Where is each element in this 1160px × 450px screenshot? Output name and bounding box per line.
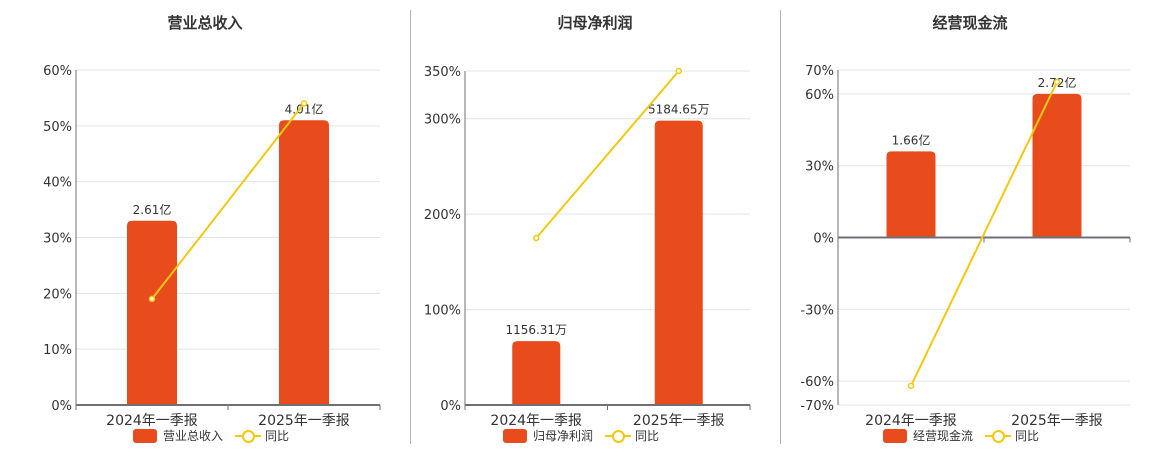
yoy-line (910, 81, 1058, 387)
y-tick-label: 40% (43, 176, 72, 191)
y-tick-label: 60% (43, 64, 72, 79)
yoy-line (151, 102, 305, 300)
y-tick-label: 0% (51, 399, 72, 414)
bar-value-label: 4.01亿 (285, 101, 324, 116)
chart-cashflow-plot: -70%-60%-30%0%30%60%70%1.66亿2024年一季报2.72… (800, 64, 1131, 429)
bar-value-label: 1156.31万 (505, 323, 567, 337)
yoy-line (535, 70, 680, 239)
panel-divider (780, 10, 781, 444)
line-legend-icon[interactable] (985, 429, 1012, 443)
y-tick-label: 20% (43, 287, 72, 302)
chart-legend: 归母净利润 同比 (503, 427, 659, 444)
x-tick-label: 2024年一季报 (490, 413, 582, 429)
bar (886, 151, 936, 238)
bar-legend-swatch[interactable] (133, 428, 157, 443)
x-tick-label: 2025年一季报 (1011, 413, 1103, 429)
yoy-point (533, 234, 540, 242)
x-tick-label: 2024年一季报 (106, 413, 198, 429)
yoy-point (907, 382, 915, 390)
chart-cashflow-panel: 经营现金流 -70% -60% -30% 0% 30% 60% 70% 1.66亿 2024年一… (780, 0, 1160, 450)
x-tick-label: 2024年一季报 (865, 413, 957, 429)
bar (127, 220, 177, 405)
chart-revenue-panel: 营业总收入 0% 10% 20% 30% 40% 50% 60% 2.61亿 2024年一季报 4… (0, 0, 410, 450)
line-legend-icon[interactable] (605, 429, 632, 443)
line-legend-label[interactable]: 同比 (635, 429, 660, 443)
y-tick-label: 50% (43, 120, 72, 135)
chart-net-profit-plot: 0% 100% 200% 300% 350% 1156.31万 2024年一季报 5184.6… (424, 65, 751, 429)
y-tick-label: 10% (43, 343, 72, 358)
bar (512, 341, 561, 405)
chart-title: 营业总收入 (167, 14, 243, 32)
bar-legend-label[interactable]: 归母净利润 (533, 429, 594, 443)
bar-legend-swatch[interactable] (503, 428, 527, 443)
bar-legend-swatch[interactable] (883, 428, 907, 443)
bar-value-label: 2.61亿 (133, 202, 172, 217)
chart-legend: 经营现金流 同比 (883, 427, 1039, 444)
y-tick-label: -60% (800, 375, 834, 390)
chart-title: 经营现金流 (932, 14, 1008, 32)
y-tick-label: 0% (813, 232, 834, 247)
y-tick-label: 0% (440, 399, 461, 414)
bar-legend-label[interactable]: 经营现金流 (913, 429, 974, 443)
y-tick-label: 100% (424, 304, 461, 319)
yoy-point (1053, 78, 1061, 86)
x-tick-label: 2025年一季报 (258, 413, 350, 429)
bar-value-label: 1.66亿 (892, 132, 931, 147)
chart-revenue-plot: 0% 10% 20% 30% 40% 50% 60% 2.61亿 2024年一季报 4.01亿 20… (43, 64, 381, 429)
bar (1032, 93, 1082, 238)
y-tick-label: 350% (424, 65, 461, 80)
y-tick-label: -30% (800, 303, 834, 318)
y-tick-label: 300% (424, 113, 461, 128)
line-legend-label[interactable]: 同比 (265, 429, 290, 443)
y-tick-label: 30% (43, 232, 72, 247)
y-tick-label: 60% (805, 88, 834, 103)
x-tick-label: 2025年一季报 (633, 413, 725, 429)
chart-title: 归母净利润 (557, 14, 633, 32)
yoy-point (300, 100, 308, 107)
chart-legend: 营业总收入 同比 (133, 427, 289, 444)
line-legend-icon[interactable] (235, 429, 262, 443)
y-tick-label: -70% (800, 399, 834, 414)
bar (279, 120, 329, 405)
chart-net-profit-panel: 归母净利润 0% 100% 200% 300% 350% 1156.31万 2024年一季报… (410, 0, 780, 450)
bar (654, 120, 703, 405)
yoy-point (675, 67, 682, 75)
y-tick-label: 200% (424, 208, 461, 223)
panel-divider (410, 10, 411, 444)
bar-legend-label[interactable]: 营业总收入 (163, 429, 224, 443)
y-tick-label: 30% (805, 160, 834, 175)
y-tick-label: 70% (805, 64, 834, 79)
yoy-point (148, 295, 156, 303)
bar-value-label: 5184.65万 (648, 103, 710, 117)
line-legend-label[interactable]: 同比 (1015, 429, 1040, 443)
